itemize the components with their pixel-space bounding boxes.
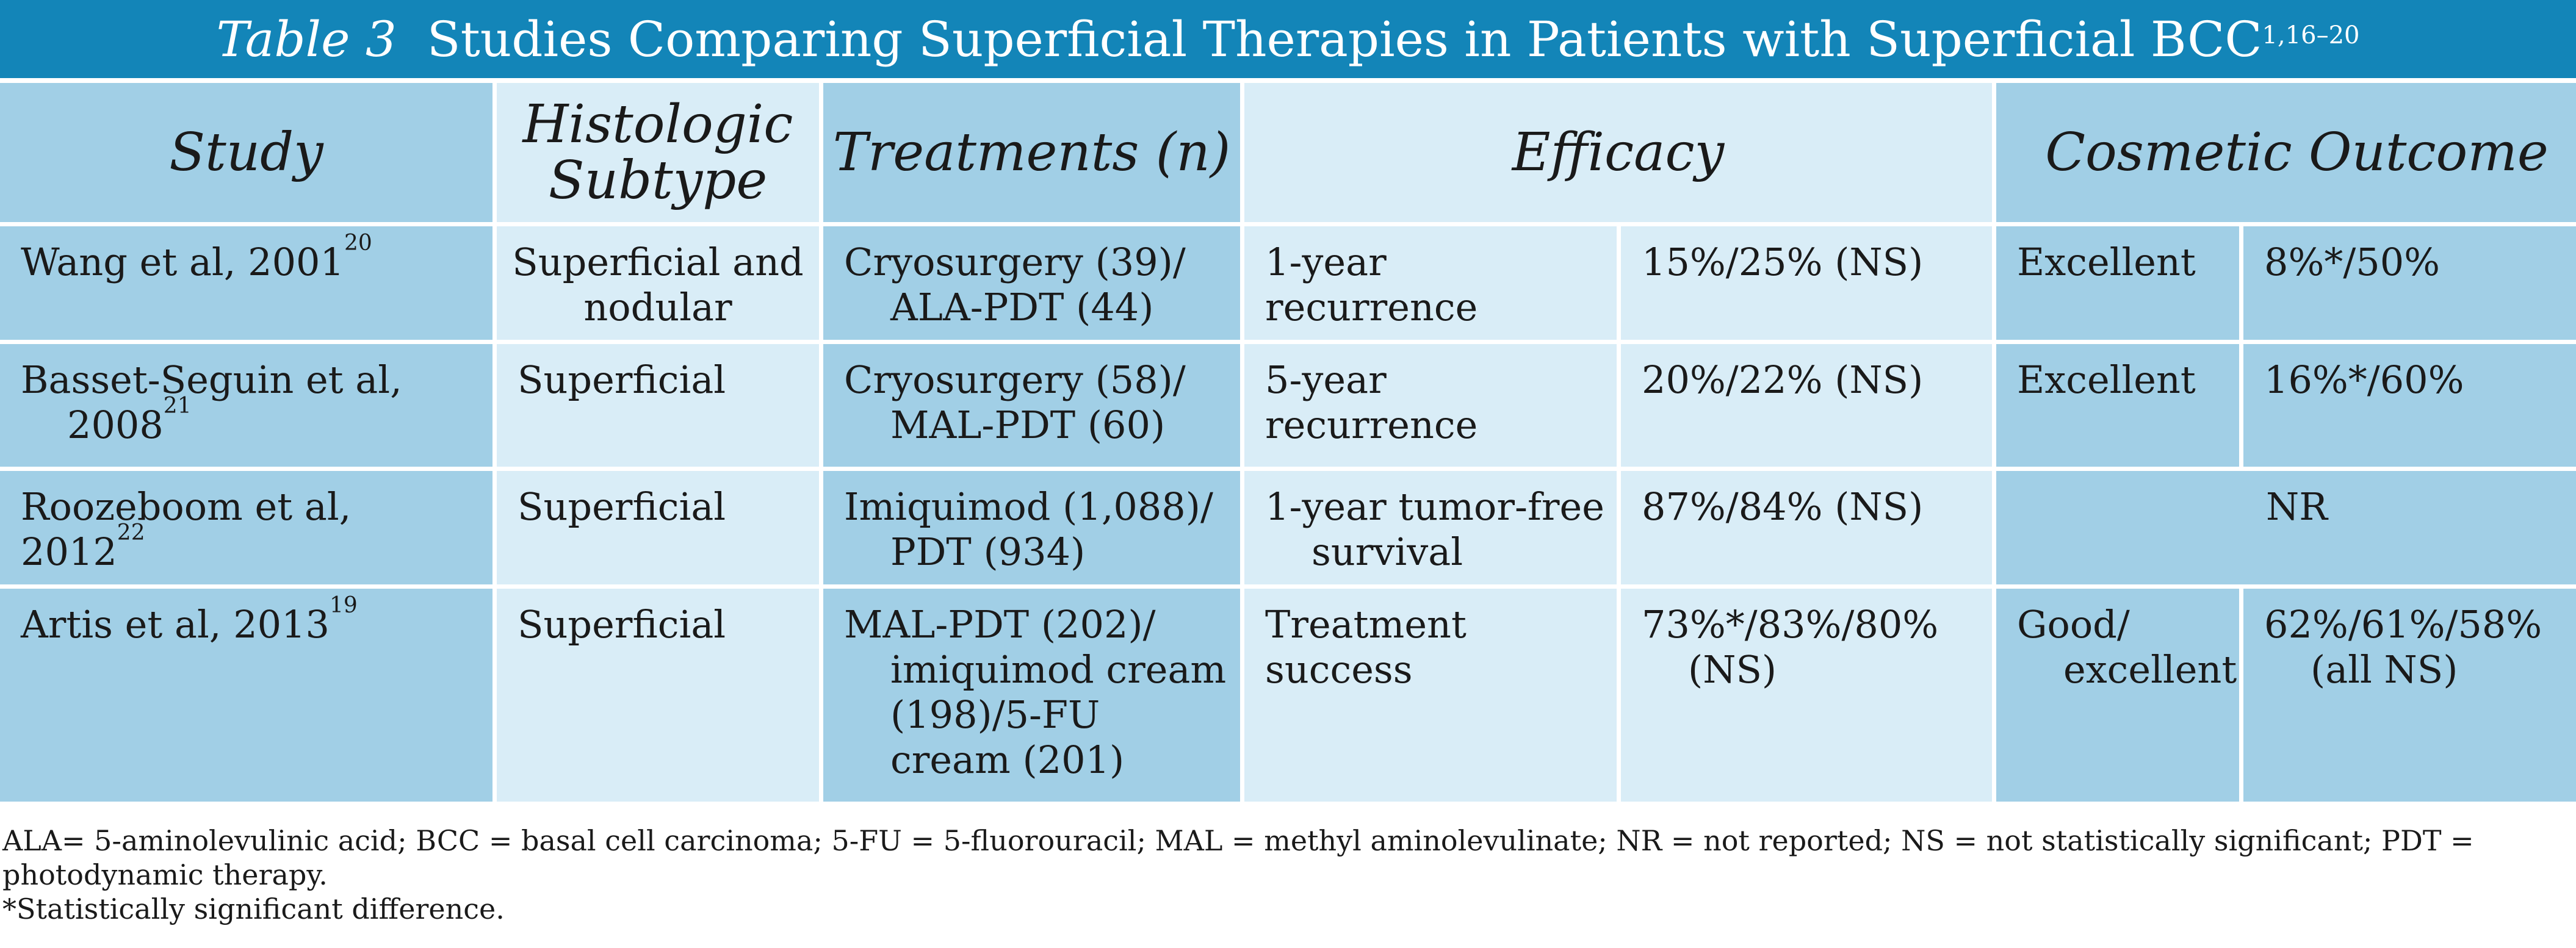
table-row-3-efficacy-measure: 1-year tumor-free survival <box>1244 471 1617 584</box>
study-reference: 22 <box>117 520 145 545</box>
study-name: Artis et al, 2013 <box>21 602 330 647</box>
header-treatments: Treatments (n) <box>823 83 1240 222</box>
table-row-4-cosmetic-measure: Good/ excellent <box>1996 589 2239 802</box>
study-name: Basset-Seguin et al, 2008 <box>21 357 402 447</box>
table-row-4-study: Artis et al, 201319 <box>0 589 492 802</box>
table-row-4-efficacy-value: 73%*/83%/80% (NS) <box>1621 589 1992 802</box>
table-title-text: Studies Comparing Superficial Therapies … <box>427 10 2262 68</box>
table-label: Table 3 <box>216 10 397 68</box>
table-row-2-treatments: Cryosurgery (58)/ MAL-PDT (60) <box>823 344 1240 467</box>
table-row-1-subtype: Superficial and nodular <box>497 226 819 340</box>
table-row-2-study: Basset-Seguin et al, 200821 <box>0 344 492 467</box>
table-row-3-treatments: Imiquimod (1,088)/ PDT (934) <box>823 471 1240 584</box>
table-row-2-efficacy-value: 20%/22% (NS) <box>1621 344 1992 467</box>
study-reference: 20 <box>344 231 372 256</box>
table-row-1-treatments: Cryosurgery (39)/ ALA-PDT (44) <box>823 226 1240 340</box>
table-row-4-subtype: Superficial <box>497 589 819 802</box>
table-row-1-efficacy-value: 15%/25% (NS) <box>1621 226 1992 340</box>
studies-table: Study Histologic Subtype Treatments (n) … <box>0 83 2576 802</box>
study-name: Roozeboom et al, 2012 <box>21 484 352 574</box>
study-reference: 21 <box>163 393 192 418</box>
header-study: Study <box>0 83 492 222</box>
table-row-2-subtype: Superficial <box>497 344 819 467</box>
table-row-3-cosmetic: NR <box>1996 471 2576 584</box>
table-row-2-efficacy-measure: 5-year recurrence <box>1244 344 1617 467</box>
header-histologic-subtype: Histologic Subtype <box>497 83 819 222</box>
table-row-3-study: Roozeboom et al, 201222 <box>0 471 492 584</box>
title-references: 1,16–20 <box>2262 21 2360 49</box>
table-row-2-cosmetic-value: 16%*/60% <box>2243 344 2576 467</box>
significance-footnote: *Statistically significant difference. <box>2 892 505 925</box>
table-title: Table 3 Studies Comparing Superficial Th… <box>0 0 2576 78</box>
table-row-3-subtype: Superficial <box>497 471 819 584</box>
table-row-2-cosmetic-measure: Excellent <box>1996 344 2239 467</box>
abbreviations-footnote: ALA= 5-aminolevulinic acid; BCC = basal … <box>2 824 2474 891</box>
table-row-1-cosmetic-measure: Excellent <box>1996 226 2239 340</box>
table-footnotes: ALA= 5-aminolevulinic acid; BCC = basal … <box>2 824 2575 926</box>
table-row-4-efficacy-measure: Treatment success <box>1244 589 1617 802</box>
table-row-1-cosmetic-value: 8%*/50% <box>2243 226 2576 340</box>
table-row-4-treatments: MAL-PDT (202)/ imiquimod cream (198)/5-F… <box>823 589 1240 802</box>
table-row-3-efficacy-value: 87%/84% (NS) <box>1621 471 1992 584</box>
table-row-4-cosmetic-value: 62%/61%/58% (all NS) <box>2243 589 2576 802</box>
study-name: Wang et al, 2001 <box>21 240 344 284</box>
table-row-1-study: Wang et al, 200120 <box>0 226 492 340</box>
header-efficacy: Efficacy <box>1244 83 1992 222</box>
study-reference: 19 <box>330 593 358 618</box>
header-cosmetic-outcome: Cosmetic Outcome <box>1996 83 2576 222</box>
table-row-1-efficacy-measure: 1-year recurrence <box>1244 226 1617 340</box>
